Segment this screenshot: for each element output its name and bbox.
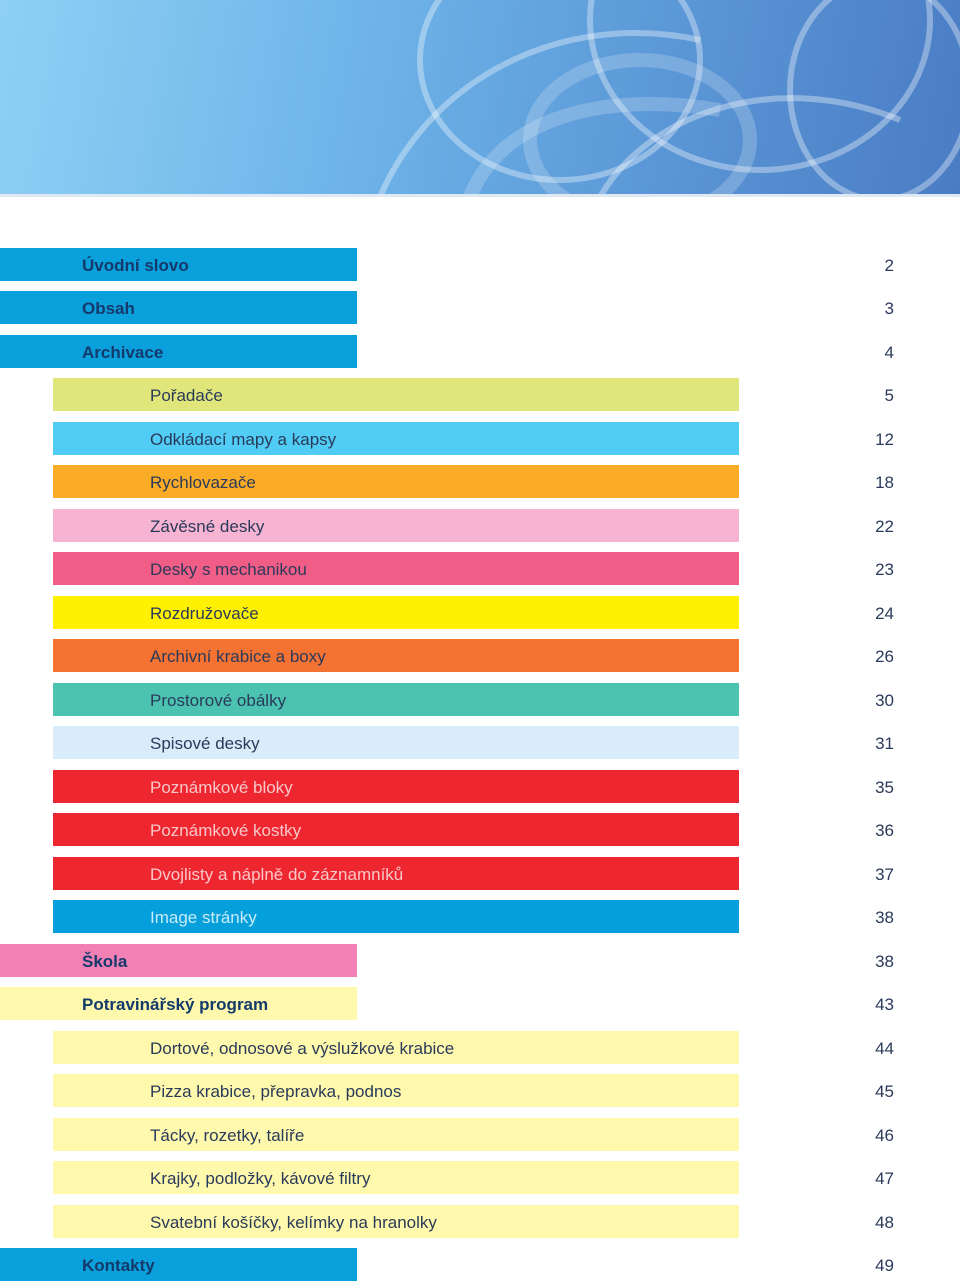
toc-bar-rychlovazace: [53, 465, 739, 498]
toc-label-poznamkove-bloky[interactable]: Poznámkové bloky: [150, 778, 293, 797]
toc-page-zavesne-desky: 22: [875, 517, 894, 536]
toc-label-desky-s-mechanikou[interactable]: Desky s mechanikou: [150, 560, 307, 579]
toc-bar-potravinarsky-program: [0, 987, 357, 1020]
toc-label-kontakty[interactable]: Kontakty: [82, 1256, 155, 1275]
toc-page-image-stranky: 38: [875, 908, 894, 927]
toc-bar-rozdruzovace: [53, 596, 739, 629]
toc-page-rychlovazace: 18: [875, 473, 894, 492]
banner-divider: [0, 194, 960, 197]
toc-bar-obsah: [0, 291, 357, 324]
toc-label-dortove-krabice[interactable]: Dortové, odnosové a výslužkové krabice: [150, 1039, 455, 1058]
toc-page-odkladaci-mapy: 12: [875, 430, 894, 449]
toc-bar-dortove-krabice: [53, 1031, 739, 1064]
toc-page-archivni-krabice: 26: [875, 647, 894, 666]
toc-bar-krajky: [53, 1161, 739, 1194]
toc-page-pizza-krabice: 45: [875, 1082, 894, 1101]
toc-page-tacky: 46: [875, 1126, 894, 1145]
toc-label-archivni-krabice[interactable]: Archivní krabice a boxy: [150, 647, 326, 666]
toc-label-spisove-desky[interactable]: Spisové desky: [150, 734, 260, 753]
toc-bar-poznamkove-bloky: [53, 770, 739, 803]
toc-bar-prostorove-obalky: [53, 683, 739, 716]
toc-page-potravinarsky-program: 43: [875, 995, 894, 1014]
toc-label-poradace[interactable]: Pořadače: [150, 386, 223, 405]
toc-bar-poradace: [53, 378, 739, 411]
toc-page-obsah: 3: [884, 299, 894, 318]
toc-label-obsah[interactable]: Obsah: [82, 299, 135, 318]
toc-bar-svatebni-kosicky: [53, 1205, 739, 1238]
toc-label-uvodni-slovo[interactable]: Úvodní slovo: [82, 256, 189, 275]
toc-page-desky-s-mechanikou: 23: [875, 560, 894, 579]
toc-bar-zavesne-desky: [53, 509, 739, 542]
toc-bar-image-stranky: [53, 900, 739, 933]
toc-bar-poznamkove-kostky: [53, 813, 739, 846]
toc-bar-pizza-krabice: [53, 1074, 739, 1107]
toc-page-dvojlisty: 37: [875, 865, 894, 884]
toc-page-poradace: 5: [884, 386, 894, 405]
toc-page-spisove-desky: 31: [875, 734, 894, 753]
toc-page-skola: 38: [875, 952, 894, 971]
toc-label-dvojlisty[interactable]: Dvojlisty a náplně do záznamníků: [150, 865, 404, 884]
toc-page-poznamkove-bloky: 35: [875, 778, 894, 797]
toc-bar-uvodni-slovo: [0, 248, 357, 281]
toc-bar-tacky: [53, 1118, 739, 1151]
toc-page-kontakty: 49: [875, 1256, 894, 1275]
toc-label-potravinarsky-program[interactable]: Potravinářský program: [82, 995, 269, 1014]
toc-label-tacky[interactable]: Tácky, rozetky, talíře: [150, 1126, 305, 1145]
toc-page-uvodni-slovo: 2: [884, 256, 894, 275]
toc-bar-skola: [0, 944, 357, 977]
decorative-swirls: [377, 0, 960, 197]
toc-bar-spisove-desky: [53, 726, 739, 759]
toc-bar-odkladaci-mapy: [53, 422, 739, 455]
toc-label-skola[interactable]: Škola: [82, 952, 128, 971]
toc-page-krajky: 47: [875, 1169, 894, 1188]
toc-label-pizza-krabice[interactable]: Pizza krabice, přepravka, podnos: [150, 1082, 402, 1101]
header-banner: [0, 0, 960, 197]
toc-label-prostorove-obalky[interactable]: Prostorové obálky: [150, 691, 287, 710]
toc-label-poznamkove-kostky[interactable]: Poznámkové kostky: [150, 821, 302, 840]
toc-label-odkladaci-mapy[interactable]: Odkládací mapy a kapsy: [150, 430, 337, 449]
toc-label-archivace[interactable]: Archivace: [82, 343, 164, 362]
toc-page-rozdruzovace: 24: [875, 604, 894, 623]
toc-label-image-stranky[interactable]: Image stránky: [150, 908, 257, 927]
toc-page-archivace: 4: [884, 343, 894, 362]
toc-page-poznamkove-kostky: 36: [875, 821, 894, 840]
toc-page-prostorove-obalky: 30: [875, 691, 894, 710]
toc-label-krajky[interactable]: Krajky, podložky, kávové filtry: [150, 1169, 371, 1188]
toc-page-dortove-krabice: 44: [875, 1039, 894, 1058]
toc-bar-desky-s-mechanikou: [53, 552, 739, 585]
toc-label-rozdruzovace[interactable]: Rozdružovače: [150, 604, 259, 623]
toc-page-svatebni-kosicky: 48: [875, 1213, 894, 1232]
toc-label-zavesne-desky[interactable]: Závěsné desky: [150, 517, 265, 536]
toc-bar-kontakty: [0, 1248, 357, 1281]
toc-label-svatebni-kosicky[interactable]: Svatební košíčky, kelímky na hranolky: [150, 1213, 437, 1232]
toc-bar-dvojlisty: [53, 857, 739, 890]
toc-bar-archivace: [0, 335, 357, 368]
toc-label-rychlovazace[interactable]: Rychlovazače: [150, 473, 256, 492]
toc-bar-archivni-krabice: [53, 639, 739, 672]
